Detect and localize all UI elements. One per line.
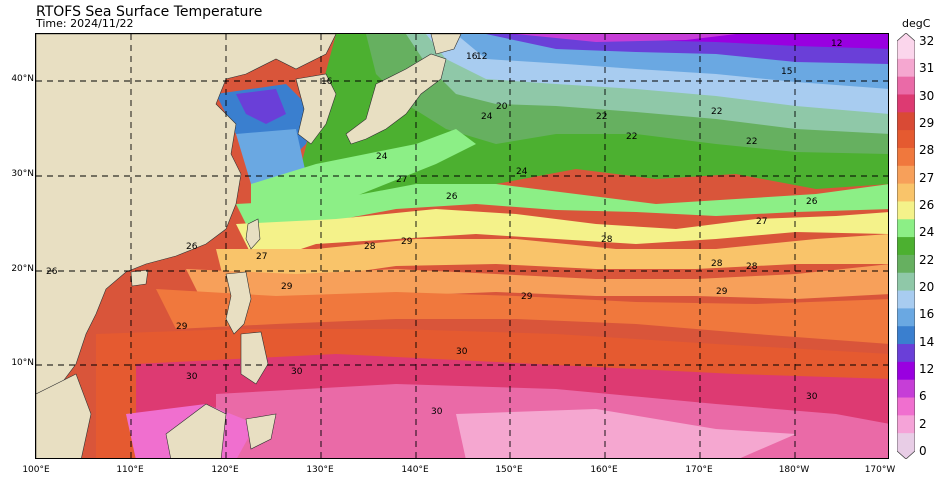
- contour-label: 15: [781, 67, 792, 77]
- contour-label: 24: [376, 152, 388, 162]
- colorbar-segment: [897, 344, 915, 363]
- colorbar-segment: [897, 112, 915, 131]
- contour-label: 29: [176, 322, 188, 332]
- contour-label: 27: [756, 217, 767, 227]
- contour-label: 20: [496, 102, 508, 112]
- colorbar-segment: [897, 379, 915, 399]
- colorbar-segment: [897, 290, 915, 309]
- colorbar: [897, 33, 915, 459]
- colorbar-segment: [897, 58, 915, 78]
- colorbar-tick-label: 16: [919, 307, 935, 322]
- contour-label: 30: [456, 347, 468, 357]
- colorbar-segment: [897, 130, 915, 149]
- lat-label-40n: 40°N: [11, 74, 34, 84]
- contour-label: 26: [46, 267, 58, 277]
- colorbar-tick-label: 26: [919, 198, 935, 212]
- lon-label-140e: 140°E: [401, 465, 429, 475]
- contour-label: 26: [186, 242, 198, 252]
- contour-label: 27: [256, 252, 267, 262]
- colorbar-segment: [897, 361, 915, 381]
- contour-label: 22: [596, 112, 607, 122]
- colorbar-segment: [897, 433, 915, 452]
- colorbar-segment: [897, 41, 915, 60]
- contour-label: 28: [711, 259, 723, 269]
- contour-label: 28: [601, 235, 613, 245]
- lon-label-110e: 110°E: [116, 465, 144, 475]
- contour-label: 22: [711, 107, 722, 117]
- colorbar-segment: [897, 147, 915, 167]
- colorbar-segment: [897, 165, 915, 185]
- colorbar-tick-label: 22: [919, 252, 935, 267]
- colorbar-tick-label: 2: [919, 416, 927, 431]
- contour-label: 12: [831, 39, 842, 49]
- colorbar-tick-label: 31: [919, 61, 935, 76]
- colorbar-segment: [897, 254, 915, 274]
- lon-label-120e: 120°E: [211, 465, 239, 475]
- lon-label-160e: 160°E: [590, 465, 618, 475]
- colorbar-tick-label: 12: [919, 362, 935, 376]
- colorbar-tick-label: 29: [919, 116, 935, 130]
- colorbar-segment: [897, 326, 915, 345]
- contour-label: 26: [806, 197, 818, 207]
- colorbar-tick-label: 0: [919, 444, 927, 458]
- contour-label: 30: [186, 372, 198, 382]
- contour-label: 29: [401, 237, 413, 247]
- lon-label-130e: 130°E: [306, 465, 334, 475]
- sst-map: 12 16 16 20 22 22 22 24 24 24 26 26 26 2…: [35, 33, 889, 459]
- map-time: Time: 2024/11/22: [36, 17, 134, 30]
- contour-label: 22: [626, 132, 637, 142]
- colorbar-tick-label: 6: [919, 389, 927, 404]
- lon-label-150e: 150°E: [495, 465, 523, 475]
- colorbar-tick-label: 32: [919, 34, 935, 48]
- colorbar-segment: [897, 415, 915, 434]
- contour-label: 16: [466, 52, 478, 62]
- contour-label: 29: [281, 282, 293, 292]
- colorbar-segment: [897, 76, 915, 95]
- lat-label-30n: 30°N: [11, 169, 34, 179]
- contour-label: 30: [806, 392, 818, 402]
- colorbar-unit: degC: [902, 17, 931, 30]
- lat-label-20n: 20°N: [11, 264, 34, 274]
- lon-label-100e: 100°E: [22, 465, 50, 475]
- colorbar-segment: [897, 94, 915, 113]
- colorbar-segment: [897, 183, 915, 202]
- map-title: RTOFS Sea Surface Temperature: [36, 4, 263, 20]
- contour-label: 30: [291, 367, 303, 377]
- contour-label: 24: [481, 112, 493, 122]
- contour-label: 26: [446, 192, 458, 202]
- colorbar-segment: [897, 237, 915, 256]
- colorbar-tick-label: 24: [919, 225, 935, 240]
- contour-label: 30: [431, 407, 443, 417]
- contour-label: 12: [476, 52, 487, 62]
- colorbar-segment: [897, 272, 915, 292]
- contour-label: 28: [746, 262, 758, 272]
- colorbar-tick-label: 27: [919, 170, 935, 185]
- colorbar-tick-label: 14: [919, 334, 935, 349]
- colorbar-tick-label: 20: [919, 280, 935, 294]
- contour-label: 27: [396, 175, 407, 185]
- colorbar-segment: [897, 201, 915, 220]
- lon-label-180w: 180°W: [778, 465, 810, 475]
- colorbar-top-cap: [897, 33, 915, 41]
- lon-label-170w: 170°W: [864, 465, 896, 475]
- sst-field: 12 16 16 20 22 22 22 24 24 24 26 26 26 2…: [36, 34, 888, 458]
- colorbar-segment: [897, 308, 915, 327]
- colorbar-tick-label: 28: [919, 143, 935, 158]
- contour-label: 29: [521, 292, 533, 302]
- contour-label: 29: [716, 287, 728, 297]
- colorbar-bottom-cap: [897, 451, 915, 459]
- lon-label-170e: 170°E: [685, 465, 713, 475]
- contour-label: 22: [746, 137, 757, 147]
- colorbar-segment: [897, 397, 915, 416]
- colorbar-tick-label: 30: [919, 88, 935, 103]
- lat-label-10n: 10°N: [11, 358, 34, 368]
- contour-label: 24: [516, 167, 528, 177]
- colorbar-segment: [897, 219, 915, 238]
- contour-label: 16: [321, 77, 333, 87]
- contour-label: 28: [364, 242, 376, 252]
